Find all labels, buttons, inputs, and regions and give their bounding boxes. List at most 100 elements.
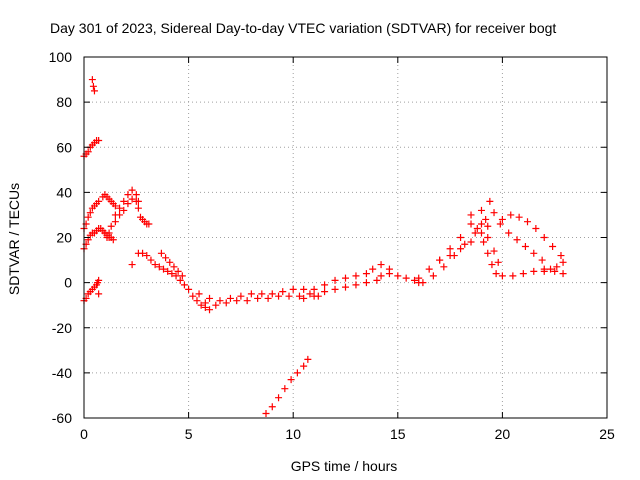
data-point (373, 276, 381, 284)
data-point (300, 362, 308, 370)
data-point (109, 236, 117, 244)
data-point (486, 197, 494, 205)
y-tick-label: 20 (56, 230, 72, 246)
data-point (295, 292, 303, 300)
axis-ticks: 0 5 10 15 20 25 -60 -40 -20 0 20 40 60 80 100 (49, 49, 615, 442)
data-point (411, 276, 419, 284)
data-point (440, 263, 448, 271)
data-point (293, 369, 301, 377)
data-point (258, 290, 266, 298)
data-point (457, 245, 465, 253)
data-point (84, 148, 92, 156)
data-point (461, 240, 469, 248)
data-point (321, 288, 329, 296)
data-point (352, 281, 360, 289)
data-point (174, 267, 182, 275)
data-point (88, 76, 96, 84)
data-point (310, 292, 318, 300)
data-point (178, 272, 186, 280)
data-point (492, 270, 500, 278)
data-point (139, 249, 147, 257)
x-axis-label: GPS time / hours (291, 458, 398, 474)
data-point (128, 186, 136, 194)
series-s6 (80, 276, 103, 305)
data-point (95, 197, 103, 205)
data-point (467, 211, 475, 219)
data-point (103, 234, 111, 241)
data-point (212, 301, 220, 309)
data-point (477, 206, 485, 214)
series-s14 (195, 285, 308, 305)
data-point (120, 206, 128, 214)
series-s16 (262, 355, 312, 417)
x-tick-label: 0 (80, 426, 88, 442)
data-point (233, 297, 241, 305)
plot-frame (83, 56, 608, 419)
series-s21 (419, 209, 498, 287)
data-point (151, 261, 159, 269)
data-point (538, 256, 546, 264)
data-point (289, 285, 297, 293)
data-point (530, 249, 538, 257)
data-point (419, 279, 427, 287)
data-point (275, 394, 283, 402)
data-point (197, 301, 205, 309)
data-point (425, 265, 433, 273)
data-point (490, 209, 498, 217)
data-point (195, 290, 203, 298)
data-point (505, 229, 513, 237)
series-s13 (157, 249, 186, 280)
data-point (342, 274, 349, 282)
data-point (268, 403, 276, 411)
data-point (471, 229, 479, 237)
data-point (185, 285, 193, 293)
data-point (480, 238, 488, 246)
data-point (226, 294, 234, 302)
series-s20 (415, 197, 494, 282)
data-point (446, 252, 454, 260)
data-point (164, 267, 172, 275)
data-point (124, 191, 132, 199)
data-point (352, 272, 360, 280)
data-point (90, 87, 98, 95)
x-tick-label: 5 (185, 426, 193, 442)
series-s22 (436, 222, 492, 264)
x-tick-label: 25 (599, 426, 615, 442)
data-point (507, 211, 515, 219)
data-point (189, 292, 197, 300)
data-point (216, 297, 224, 305)
data-point (159, 265, 167, 273)
data-point (172, 272, 180, 280)
data-point (145, 220, 153, 228)
data-point (86, 209, 94, 217)
data-point (275, 292, 283, 300)
data-point (532, 224, 540, 232)
data-point (105, 229, 113, 237)
data-point (484, 234, 492, 241)
data-point (268, 290, 276, 298)
y-tick-label: 80 (56, 94, 72, 110)
data-point (519, 270, 527, 278)
y-tick-label: -20 (52, 320, 72, 336)
data-point (304, 355, 312, 363)
data-point (176, 276, 184, 284)
series-s17 (300, 276, 381, 302)
data-point (429, 272, 437, 280)
data-point (498, 272, 506, 280)
series-s8 (101, 195, 142, 241)
data-point (415, 274, 423, 282)
data-point (385, 270, 393, 278)
data-point (484, 222, 492, 230)
y-tick-label: -40 (52, 365, 72, 381)
data-point (300, 285, 308, 293)
data-point (247, 290, 255, 298)
data-point (551, 267, 559, 275)
series-s7 (95, 290, 103, 298)
x-tick-label: 15 (390, 426, 406, 442)
data-point (168, 270, 176, 278)
data-point (402, 274, 410, 282)
data-point (553, 263, 561, 271)
data-point (530, 267, 538, 275)
data-point (155, 263, 163, 271)
